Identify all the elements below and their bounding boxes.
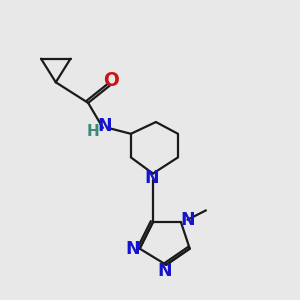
Text: O: O: [103, 71, 119, 90]
Text: N: N: [180, 211, 195, 229]
Text: N: N: [97, 117, 112, 135]
Text: H: H: [87, 124, 100, 139]
Text: N: N: [144, 169, 159, 187]
Text: N: N: [125, 240, 140, 258]
Text: N: N: [158, 262, 172, 280]
